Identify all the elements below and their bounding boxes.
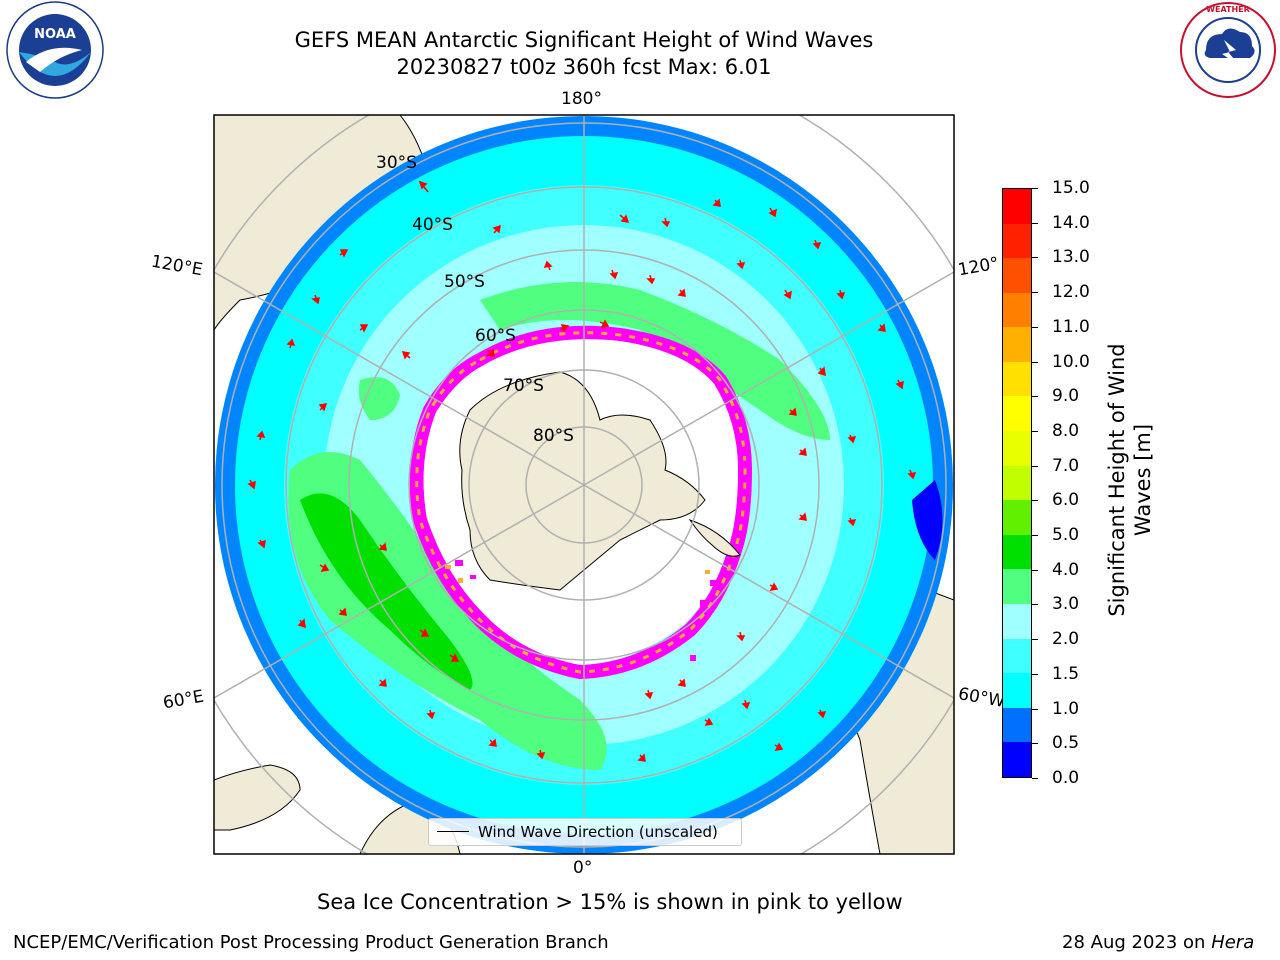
colorbar-tick-mark: [1032, 778, 1038, 779]
ocean-moderate: [480, 282, 830, 440]
colorbar-segment: [1003, 431, 1031, 466]
colorbar-tick-label: 10.0: [1052, 351, 1090, 372]
colorbar-tick-mark: [1032, 292, 1038, 294]
colorbar-tick-label: 11.0: [1052, 316, 1090, 337]
colorbar-tick-mark: [1032, 361, 1038, 363]
colorbar-tick-mark: [1032, 708, 1038, 710]
colorbar-tick-label: 4.0: [1052, 559, 1080, 580]
footer-credit: NCEP/EMC/Verification Post Processing Pr…: [13, 932, 609, 953]
colorbar-segment: [1003, 258, 1031, 293]
colorbar: [1002, 188, 1032, 778]
colorbar-tick-label: 3.0: [1052, 594, 1080, 615]
colorbar-segment: [1003, 742, 1031, 777]
svg-text:NOAA: NOAA: [34, 27, 76, 42]
sea-ice-caption: Sea Ice Concentration > 15% is shown in …: [317, 890, 903, 914]
map-legend: Wind Wave Direction (unscaled): [428, 818, 742, 846]
colorbar-tick-mark: [1032, 188, 1038, 189]
lat-label-60s: 60°S: [475, 326, 516, 346]
africa-land: [214, 764, 301, 831]
legend-line-icon: [437, 831, 469, 832]
colorbar-label: Significant Height of Wind Waves [m]: [1105, 343, 1155, 617]
colorbar-segment: [1003, 188, 1031, 224]
colorbar-tick-mark: [1032, 639, 1038, 641]
colorbar-tick-mark: [1032, 604, 1038, 606]
lat-label-70s: 70°S: [503, 376, 544, 396]
colorbar-tick-mark: [1032, 465, 1038, 467]
colorbar-tick-mark: [1032, 222, 1038, 224]
colorbar-segment: [1003, 396, 1031, 432]
colorbar-segment: [1003, 223, 1031, 259]
colorbar-segment: [1003, 361, 1031, 397]
footer-date-text: 28 Aug 2023 on: [1062, 932, 1206, 953]
sea-ice-speckles: [455, 450, 746, 661]
ocean-deep-blue: [912, 480, 943, 560]
chart-subtitle: 20230827 t00z 360h fcst Max: 6.01: [396, 55, 772, 79]
colorbar-segment: [1003, 638, 1031, 674]
colorbar-tick-label: 5.0: [1052, 525, 1080, 546]
legend-label: Wind Wave Direction (unscaled): [478, 823, 718, 841]
svg-text:WEATHER: WEATHER: [1206, 5, 1250, 14]
footer-machine: Hera: [1211, 932, 1255, 953]
colorbar-tick-label: 6.0: [1052, 490, 1080, 511]
chart-title: GEFS MEAN Antarctic Significant Height o…: [294, 28, 874, 52]
colorbar-segment: [1003, 707, 1031, 743]
footer-date: 28 Aug 2023 on Hera: [1062, 932, 1254, 953]
colorbar-tick-mark: [1032, 430, 1038, 432]
colorbar-tick-label: 9.0: [1052, 386, 1080, 407]
colorbar-tick-label: 15.0: [1052, 178, 1090, 198]
colorbar-tick-mark: [1032, 396, 1038, 398]
colorbar-tick-mark: [1032, 673, 1038, 675]
colorbar-segment: [1003, 327, 1031, 362]
lat-label-30s: 30°S: [376, 153, 417, 173]
colorbar-tick-mark: [1032, 326, 1038, 328]
colorbar-tick-label: 13.0: [1052, 247, 1090, 268]
lon-label-0: 0°: [573, 858, 593, 878]
antarctic-peninsula: [688, 519, 741, 557]
lon-label-180: 180°: [561, 89, 602, 109]
nws-logo: WEATHER: [1180, 2, 1276, 98]
colorbar-segment: [1003, 604, 1031, 639]
colorbar-tick-mark: [1032, 500, 1038, 502]
antarctica-land: [459, 371, 706, 591]
lat-label-40s: 40°S: [412, 215, 453, 235]
colorbar-tick-mark: [1032, 257, 1038, 259]
map-frame: [213, 114, 955, 855]
wave-direction-arrows: [247, 180, 917, 762]
sea-ice-edge: [409, 325, 753, 680]
colorbar-segment: [1003, 673, 1031, 708]
noaa-logo: NOAA: [6, 1, 104, 99]
colorbar-segment: [1003, 292, 1031, 328]
longitude-grid: [214, 115, 954, 854]
colorbar-tick-label: 0.5: [1052, 733, 1080, 754]
colorbar-tick-label: 1.0: [1052, 698, 1080, 719]
lat-label-80s: 80°S: [533, 426, 574, 446]
colorbar-segment: [1003, 569, 1031, 605]
colorbar-tick-label: 1.5: [1052, 663, 1080, 684]
colorbar-tick-mark: [1032, 569, 1038, 571]
colorbar-tick-label: 12.0: [1052, 282, 1090, 303]
colorbar-segment: [1003, 534, 1031, 570]
colorbar-tick-label: 14.0: [1052, 212, 1090, 233]
colorbar-tick-mark: [1032, 743, 1038, 745]
colorbar-tick-label: 8.0: [1052, 420, 1080, 441]
colorbar-tick-label: 7.0: [1052, 455, 1080, 476]
lat-label-50s: 50°S: [444, 272, 485, 292]
colorbar-tick-label: 0.0: [1052, 768, 1080, 788]
colorbar-segment: [1003, 465, 1031, 501]
colorbar-segment: [1003, 500, 1031, 535]
colorbar-tick-label: 2.0: [1052, 629, 1080, 650]
colorbar-tick-mark: [1032, 535, 1038, 537]
